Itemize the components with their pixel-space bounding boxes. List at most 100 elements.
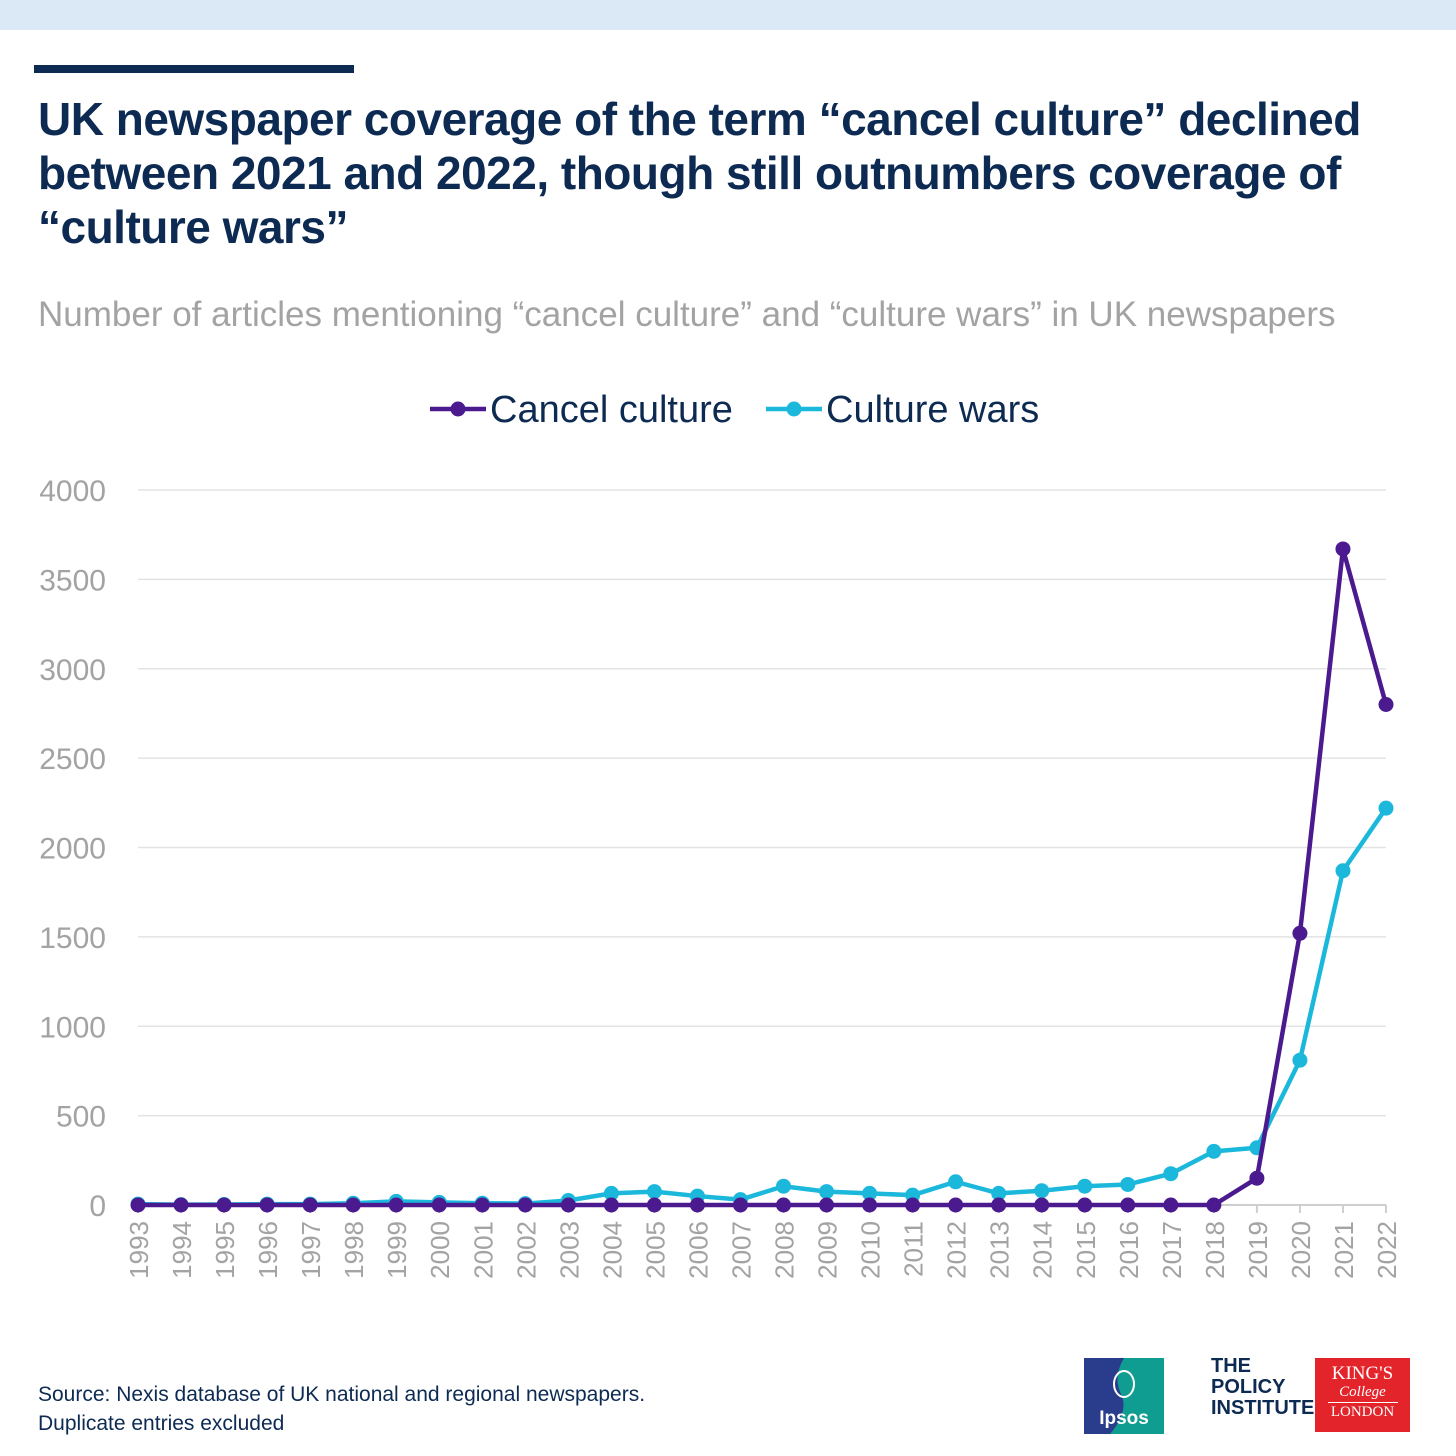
data-point-cancel-culture: [302, 1197, 318, 1213]
data-point-culture-wars: [776, 1178, 792, 1194]
y-tick-label: 1500: [39, 922, 106, 955]
data-point-cancel-culture: [905, 1197, 921, 1213]
y-tick-label: 2500: [39, 743, 106, 776]
x-tick-label: 2016: [1114, 1221, 1144, 1279]
data-point-culture-wars: [1335, 863, 1351, 879]
data-point-cancel-culture: [646, 1197, 662, 1213]
x-tick-label: 1997: [296, 1221, 326, 1279]
data-point-culture-wars: [862, 1185, 878, 1201]
data-point-cancel-culture: [388, 1197, 404, 1213]
line-chart: Cancel culture Culture wars 0 500 1000 1500 2…: [39, 389, 1402, 1279]
y-tick-label: 3000: [39, 654, 106, 687]
kings-logo-line-3: LONDON: [1330, 1404, 1395, 1420]
data-point-cancel-culture: [130, 1197, 146, 1213]
chart-subtitle: Number of articles mentioning “cancel cu…: [38, 295, 1336, 334]
data-point-culture-wars: [603, 1185, 619, 1201]
data-point-culture-wars: [1034, 1183, 1050, 1199]
x-tick-label: 2011: [899, 1221, 929, 1277]
data-point-cancel-culture: [216, 1197, 232, 1213]
data-point-cancel-culture: [991, 1197, 1007, 1213]
legend-marker-cancel-culture: [450, 401, 466, 417]
data-point-cancel-culture: [819, 1197, 835, 1213]
x-tick-label: 2018: [1200, 1221, 1230, 1279]
source-line-1: Source: Nexis database of UK national an…: [38, 1383, 646, 1406]
legend-label-culture-wars: Culture wars: [826, 389, 1039, 431]
x-tick-label: 2020: [1286, 1221, 1316, 1279]
y-tick-label: 500: [56, 1101, 106, 1134]
x-tick-label: 1993: [124, 1221, 154, 1279]
x-tick-label: 2013: [985, 1221, 1015, 1279]
x-tick-label: 2008: [770, 1221, 800, 1279]
title-accent-rule: [34, 65, 354, 73]
data-point-culture-wars: [646, 1184, 662, 1200]
x-tick-label: 1996: [253, 1221, 283, 1279]
x-tick-label: 1999: [382, 1221, 412, 1279]
x-tick-label: 2000: [425, 1221, 455, 1279]
x-tick-label: 2022: [1372, 1221, 1402, 1279]
data-point-cancel-culture: [1292, 925, 1308, 941]
chart-title: UK newspaper coverage of the term “cance…: [38, 93, 1361, 253]
data-point-cancel-culture: [1206, 1197, 1222, 1213]
data-point-culture-wars: [1206, 1143, 1222, 1159]
data-point-culture-wars: [1378, 800, 1394, 816]
kings-logo-line-1: KING'S: [1331, 1363, 1394, 1384]
y-tick-label: 1000: [39, 1011, 106, 1044]
data-point-cancel-culture: [345, 1197, 361, 1213]
policy-logo-line-1: THE: [1211, 1355, 1251, 1377]
x-tick-label: 2010: [856, 1221, 886, 1279]
x-tick-label: 2009: [813, 1221, 843, 1279]
x-tick-label: 2015: [1071, 1221, 1101, 1279]
data-point-culture-wars: [1292, 1052, 1308, 1068]
data-point-cancel-culture: [862, 1197, 878, 1213]
y-tick-label: 0: [89, 1190, 106, 1223]
data-point-cancel-culture: [776, 1197, 792, 1213]
x-tick-label: 2006: [683, 1221, 713, 1279]
x-tick-label: 2014: [1028, 1221, 1058, 1279]
kings-college-logo: KING'S College LONDON: [1315, 1358, 1410, 1432]
top-band: [0, 0, 1456, 30]
y-tick-label: 4000: [39, 475, 106, 508]
chart-series: [130, 541, 1394, 1213]
source-line-2: Duplicate entries excluded: [38, 1412, 285, 1435]
x-tick-label: 1998: [339, 1221, 369, 1279]
x-axis: 1993 1994 1995 1996 1997 1998 1999 2000 2001 2002…: [124, 1204, 1402, 1279]
x-tick-label: 2007: [726, 1221, 756, 1279]
kings-logo-line-2: College: [1339, 1384, 1386, 1400]
series-line-cancel-culture: [138, 546, 1389, 1208]
kings-logo-divider: [1327, 1402, 1398, 1403]
x-tick-label: 2021: [1329, 1221, 1359, 1279]
y-axis: 0 500 1000 1500 2000 2500 3000 3500 4000: [39, 475, 106, 1223]
x-tick-label: 2001: [468, 1221, 498, 1279]
data-point-culture-wars: [948, 1174, 964, 1190]
data-point-cancel-culture: [1335, 541, 1351, 557]
x-tick-label: 2002: [511, 1221, 541, 1279]
data-point-culture-wars: [819, 1184, 835, 1200]
policy-institute-logo: THE POLICY INSTITUTE: [1211, 1355, 1314, 1419]
legend-marker-culture-wars: [786, 401, 802, 417]
data-point-cancel-culture: [474, 1197, 490, 1213]
policy-logo-line-2: POLICY: [1211, 1376, 1286, 1398]
data-point-cancel-culture: [1034, 1197, 1050, 1213]
data-point-culture-wars: [991, 1185, 1007, 1201]
data-point-cancel-culture: [1378, 697, 1394, 712]
data-point-culture-wars: [1163, 1166, 1179, 1182]
x-tick-label: 1995: [210, 1221, 240, 1279]
data-point-cancel-culture: [517, 1197, 533, 1213]
ipsos-logo: Ipsos: [1084, 1358, 1164, 1434]
data-point-cancel-culture: [1077, 1197, 1093, 1213]
x-tick-label: 2004: [597, 1221, 627, 1279]
data-point-cancel-culture: [1249, 1170, 1265, 1186]
x-tick-label: 2005: [640, 1221, 670, 1279]
data-point-culture-wars: [1120, 1176, 1136, 1192]
data-point-culture-wars: [1077, 1178, 1093, 1194]
source-note: Source: Nexis database of UK national an…: [38, 1380, 758, 1438]
legend-label-cancel-culture: Cancel culture: [490, 389, 733, 431]
x-tick-label: 2003: [554, 1221, 584, 1279]
data-point-cancel-culture: [173, 1197, 189, 1213]
x-tick-label: 2019: [1243, 1221, 1273, 1279]
data-point-cancel-culture: [560, 1197, 576, 1213]
series-line-culture-wars: [137, 806, 1388, 1207]
x-tick-label: 2017: [1157, 1221, 1187, 1279]
y-tick-label: 2000: [39, 833, 106, 866]
chart-legend: Cancel culture Culture wars: [430, 389, 1039, 431]
